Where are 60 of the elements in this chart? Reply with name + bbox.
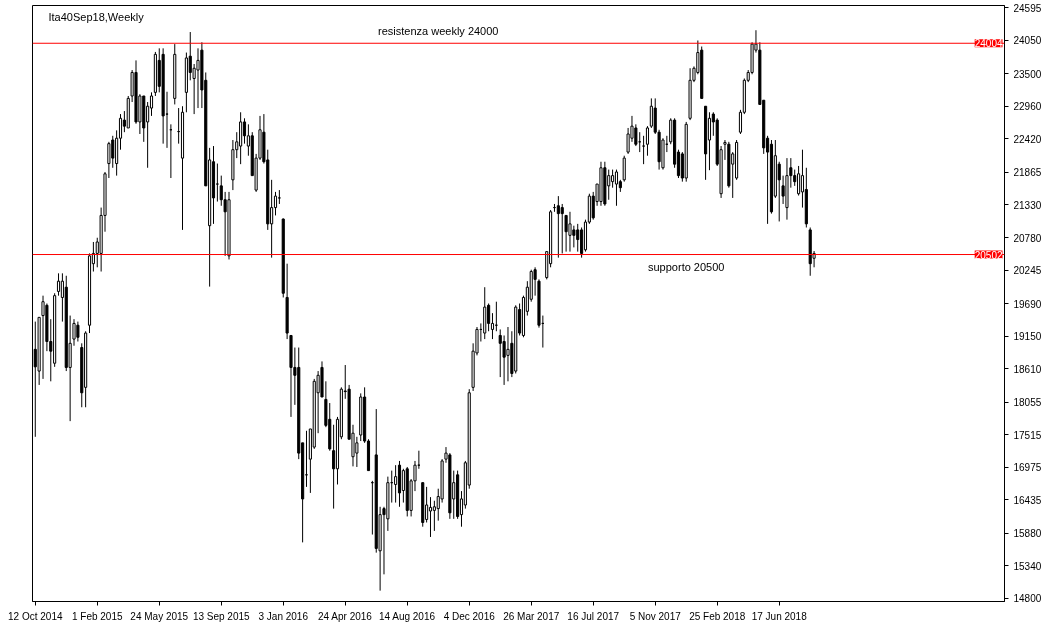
y-tick-label: 14800 [1013,593,1042,605]
x-tick-label: 26 Mar 2017 [503,610,560,622]
candlestick [622,155,626,183]
candlestick [355,436,359,468]
candlestick [215,163,219,203]
y-tick-label: 23500 [1013,68,1042,80]
y-tick-label: 20245 [1013,265,1042,277]
y-tick-label: 17515 [1013,429,1042,441]
y-tick-label: 24050 [1013,35,1042,47]
x-tick-label: 4 Dec 2016 [443,610,496,622]
y-tick-label: 19150 [1013,331,1042,343]
candlestick [76,321,80,342]
y-tick-label: 24595 [1013,2,1042,14]
candlestick [572,225,576,248]
candlestick [607,169,611,201]
x-tick-label: 13 Sep 2015 [192,610,251,622]
y-tick-label: 21865 [1013,167,1042,179]
candlestick [611,169,615,189]
y-tick-label: 18610 [1013,363,1042,375]
y-tick-label: 16435 [1013,494,1042,506]
x-tick-label: 16 Jul 2017 [567,610,620,622]
y-tick-label: 20780 [1013,232,1042,244]
x-tick-label: 3 Jan 2016 [258,610,309,622]
chart-title: Ita40Sep18,Weekly [48,10,145,23]
y-tick-label: 22420 [1013,133,1042,145]
y-tick-label: 19690 [1013,298,1042,310]
candlestick [642,135,646,165]
x-tick-label: 25 Feb 2018 [689,610,746,622]
candlestick [41,295,45,380]
annotation: supporto 20500 [647,260,725,273]
candlestick [649,97,653,129]
candlestick [645,125,650,157]
candlestick [487,303,491,332]
candlestick [576,223,580,253]
ref-line-label: 20502 [974,249,1003,261]
candlestick [432,500,436,532]
x-tick-label: 24 May 2015 [130,610,189,622]
y-tick-label: 15340 [1013,560,1042,572]
y-tick-label: 21330 [1013,199,1042,211]
x-tick-label: 12 Oct 2014 [8,610,63,622]
x-tick-label: 14 Aug 2016 [378,610,436,622]
candlestick [425,486,429,523]
candlestick [797,165,801,197]
x-tick-label: 5 Nov 2017 [629,610,682,622]
candlestick [560,203,564,254]
candlestick [428,496,433,538]
candlestick [506,326,510,382]
x-tick-label: 17 Jun 2018 [751,610,808,622]
ref-line-label: 24004 [974,38,1003,50]
y-tick-label: 18055 [1013,397,1042,409]
candlestick [56,272,61,297]
candlestick [242,117,247,145]
annotation: resistenza weekly 24000 [378,25,499,38]
candlestick [394,464,398,504]
y-tick-label: 15880 [1013,528,1042,540]
candlestick [568,211,572,253]
y-tick-label: 22960 [1013,101,1042,113]
x-tick-label: 1 Feb 2015 [71,610,123,622]
x-tick-label: 24 Apr 2016 [318,610,373,622]
y-tick-label: 16975 [1013,462,1042,474]
